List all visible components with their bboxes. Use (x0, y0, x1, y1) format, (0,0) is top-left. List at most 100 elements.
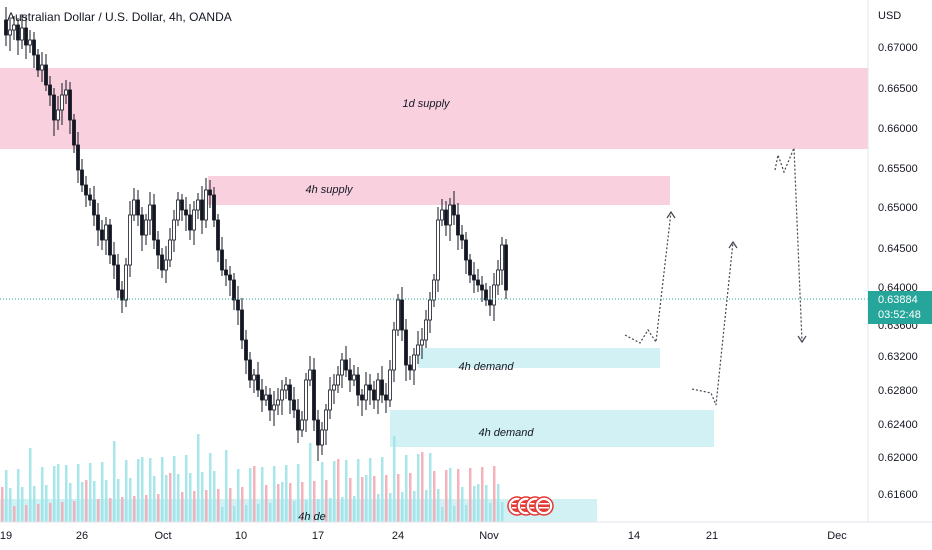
volume-bar (193, 491, 196, 522)
volume-bar (165, 475, 168, 522)
volume-bar (97, 499, 100, 522)
candle-body (252, 374, 256, 381)
y-tick-label: 0.65500 (878, 163, 918, 175)
candle-body (464, 239, 468, 261)
candles-layer (4, 7, 508, 461)
candle-body (8, 29, 12, 36)
last-price-tag (868, 291, 932, 324)
volume-bar (181, 492, 184, 522)
volume-bar (345, 460, 348, 522)
volume-bar (365, 475, 368, 522)
candle-body (356, 374, 360, 396)
x-tick-label: Dec (827, 530, 847, 542)
x-tick-label: 26 (76, 530, 88, 542)
zone-label: 4h demand (458, 361, 514, 373)
volume-bar (225, 450, 228, 522)
candle-body (56, 109, 60, 121)
candle-body (424, 319, 428, 341)
candle-body (44, 64, 48, 86)
volume-bar (373, 476, 376, 522)
volume-bar (453, 506, 456, 522)
candle-body (140, 214, 144, 236)
volume-bar (85, 480, 88, 522)
candle-body (156, 239, 160, 256)
candle-body (440, 209, 444, 221)
candle-body (160, 254, 164, 271)
candle-body (236, 299, 240, 311)
volume-bar (13, 506, 16, 522)
x-tick-label: 14 (628, 530, 640, 542)
volume-bar (301, 482, 304, 522)
candle-body (128, 214, 132, 266)
volume-bar (269, 503, 272, 522)
volume-bar (441, 507, 444, 522)
zone-labels-layer: 1d supply 4h supply 4h demand 4h demand 4h d… (298, 98, 534, 523)
candle-body (324, 409, 328, 431)
x-tick-label: 10 (235, 530, 247, 542)
volume-bar (313, 481, 316, 522)
volume-bar (285, 465, 288, 522)
volume-bar (205, 490, 208, 522)
candle-body (196, 199, 200, 211)
candle-body (488, 299, 492, 306)
candle-body (92, 199, 96, 216)
candle-body (24, 27, 28, 46)
candle-body (504, 244, 508, 291)
candle-body (4, 19, 8, 36)
candle-body (420, 339, 424, 346)
candle-body (268, 394, 272, 411)
candle-body (284, 384, 288, 391)
volume-bar (337, 459, 340, 522)
volume-bar (209, 453, 212, 522)
volume-bar (353, 496, 356, 522)
candle-body (176, 199, 180, 221)
candle-body (272, 404, 276, 411)
volume-bar (405, 455, 408, 522)
economic-events[interactable] (507, 496, 554, 516)
projection-arrowhead (728, 240, 738, 249)
x-tick-label: Oct (154, 530, 171, 542)
volume-bar (237, 469, 240, 522)
projection-path[interactable] (774, 147, 803, 343)
y-tick-label: 0.65000 (878, 202, 918, 214)
volume-bar (385, 475, 388, 522)
x-axis[interactable]: 19 26 Oct 10 17 24 Nov 14 21 Dec (0, 530, 847, 542)
volume-bar (281, 482, 284, 522)
candle-body (244, 339, 248, 361)
chart-title: Australian Dollar / U.S. Dollar, 4h, OAN… (7, 10, 232, 24)
y-tick-label: 0.64500 (878, 243, 918, 255)
candle-body (200, 199, 204, 221)
projection-path[interactable] (691, 241, 734, 406)
projection-arrowhead (666, 210, 676, 219)
volume-bar (413, 491, 416, 522)
demand-zone[interactable] (390, 410, 714, 447)
candle-body (112, 254, 116, 266)
volume-bar (89, 463, 92, 522)
volume-bar (449, 468, 452, 522)
volume-bar (485, 485, 488, 522)
supply-zone[interactable] (208, 176, 670, 205)
volume-bar (45, 485, 48, 522)
candle-body (48, 84, 52, 96)
us-flag-icon[interactable] (534, 496, 554, 516)
volume-bar (297, 464, 300, 522)
projection-path[interactable] (624, 211, 672, 344)
volume-bar (53, 466, 56, 522)
volume-bar (69, 483, 72, 522)
candle-body (348, 369, 352, 381)
supply-zone[interactable] (0, 68, 870, 149)
volume-bar (393, 436, 396, 522)
volume-bar (37, 504, 40, 522)
volume-bar (473, 486, 476, 522)
candle-body (412, 354, 416, 371)
volume-bar (29, 448, 32, 522)
candle-body (72, 119, 76, 146)
volume-bar (41, 467, 44, 522)
volume-bar (497, 484, 500, 522)
volume-bar (77, 464, 80, 522)
demand-zone[interactable] (418, 348, 660, 368)
candle-body (300, 419, 304, 431)
candle-body (468, 259, 472, 276)
volume-bar (49, 503, 52, 522)
